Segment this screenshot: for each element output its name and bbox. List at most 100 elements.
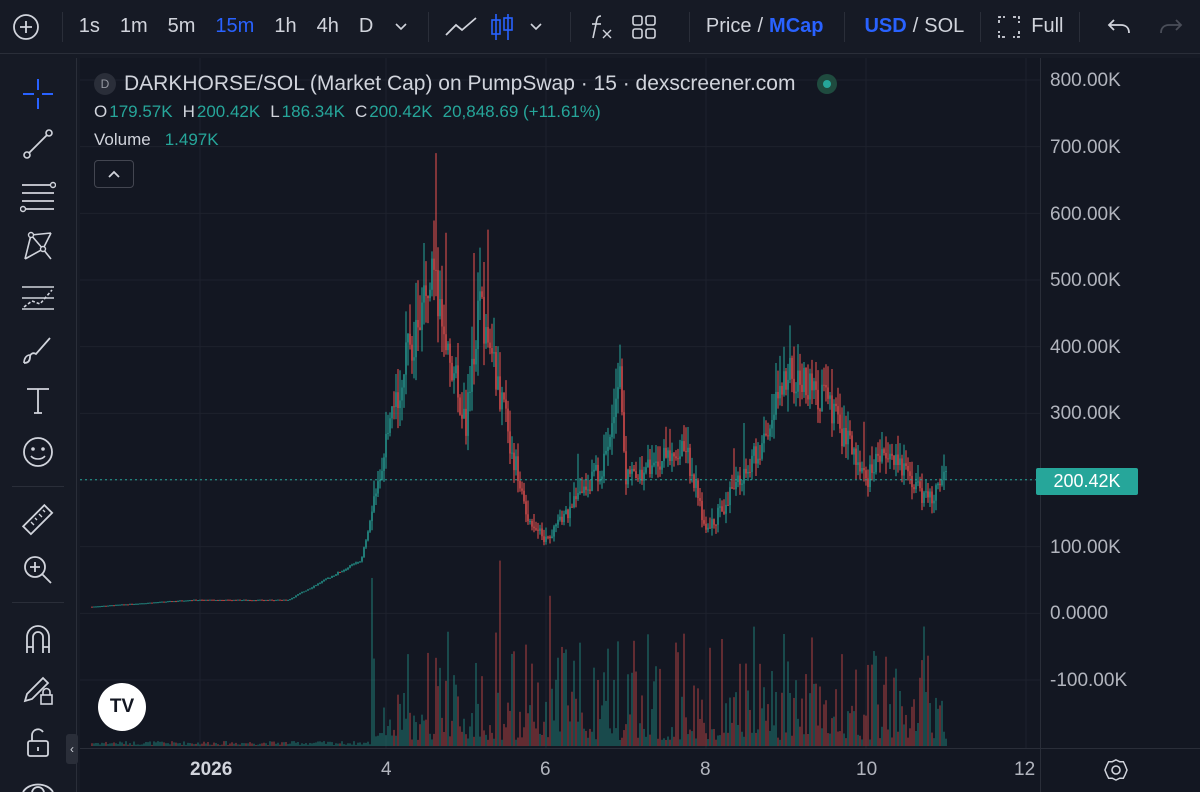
candle-body — [669, 450, 671, 461]
emoji-tool[interactable] — [14, 430, 62, 474]
brush-tool[interactable] — [14, 328, 62, 372]
fib-tool[interactable] — [14, 174, 62, 218]
measure-tool[interactable] — [14, 498, 62, 542]
interval-4h[interactable]: 4h — [316, 15, 339, 37]
symbol-title[interactable]: DARKHORSE/SOL (Market Cap) on PumpSwap ·… — [124, 72, 796, 95]
candle-body — [265, 599, 267, 601]
trend-line-tool[interactable] — [14, 122, 62, 166]
magnet-icon — [26, 625, 50, 653]
interval-d[interactable]: D — [358, 15, 374, 37]
volume-bar — [627, 674, 629, 746]
volume-bar — [265, 743, 267, 746]
volume-bar — [647, 634, 649, 746]
volume-bar — [599, 719, 601, 746]
currency-toggle[interactable]: USD / SOL — [864, 0, 964, 54]
interval-15m[interactable]: 15m — [215, 15, 255, 37]
volume-bar — [419, 724, 421, 746]
volume-bar — [607, 648, 609, 746]
volume-bar — [769, 730, 771, 746]
line-chart-type-button[interactable] — [439, 0, 485, 54]
unlock-tool[interactable] — [14, 720, 62, 764]
candle-body — [461, 414, 463, 419]
volume-bar — [193, 744, 195, 746]
text-tool[interactable] — [14, 378, 62, 422]
fullscreen-icon — [998, 15, 1021, 38]
low-value: 186.34K — [281, 102, 346, 121]
volume-bar — [159, 741, 161, 746]
candle-body — [427, 295, 429, 299]
pencil-lock-icon — [23, 676, 53, 705]
candle-body — [257, 599, 259, 601]
chart-settings-button[interactable] — [1102, 756, 1130, 784]
volume-bar — [389, 719, 391, 746]
chart-type-dropdown-button[interactable] — [519, 0, 554, 54]
chart-canvas[interactable] — [80, 58, 1040, 748]
candle-body — [851, 435, 853, 455]
candle-body — [901, 458, 903, 476]
volume-bar — [937, 708, 939, 746]
legend-collapse-button[interactable] — [94, 160, 134, 188]
volume-bar — [787, 661, 789, 746]
candle-body — [337, 571, 339, 575]
crosshair-tool[interactable] — [14, 72, 62, 116]
candle-body — [377, 481, 379, 494]
interval-1h[interactable]: 1h — [274, 15, 297, 37]
zoom-in-icon — [24, 556, 52, 584]
volume-bar — [727, 732, 729, 746]
candle-body — [805, 367, 807, 396]
collapse-toolbar-button[interactable]: ‹ — [66, 734, 78, 764]
indicators-button[interactable] — [587, 0, 616, 54]
price-mcap-toggle[interactable]: Price / MCap — [706, 0, 824, 54]
candle-body — [755, 446, 757, 464]
candle-body — [379, 480, 381, 482]
candle-body — [287, 599, 289, 601]
fullscreen-button[interactable]: Full — [997, 0, 1063, 54]
volume-bar — [695, 738, 697, 746]
usd-option[interactable]: USD — [864, 15, 907, 37]
live-status-dot — [817, 74, 838, 94]
redo-button[interactable] — [1142, 0, 1200, 54]
add-symbol-button[interactable] — [0, 0, 52, 54]
toolbar-divider — [569, 11, 571, 42]
interval-1m[interactable]: 1m — [119, 15, 148, 37]
volume-bar — [375, 736, 377, 746]
forecast-tool[interactable] — [14, 276, 62, 320]
interval-dropdown-button[interactable] — [383, 0, 418, 54]
volume-bar — [145, 741, 147, 746]
hide-drawings-tool[interactable] — [14, 768, 62, 792]
candle-chart-type-button[interactable] — [485, 0, 520, 54]
lock-drawings-tool[interactable] — [14, 668, 62, 712]
time-scale[interactable] — [80, 748, 1040, 792]
volume-bar — [327, 741, 329, 746]
candle-body — [321, 581, 323, 583]
magnet-tool[interactable] — [14, 618, 62, 662]
interval-5m[interactable]: 5m — [167, 15, 196, 37]
layouts-button[interactable] — [615, 0, 673, 54]
candle-body — [237, 599, 239, 601]
volume-bar — [519, 711, 521, 746]
volume-bar — [171, 741, 173, 746]
volume-bar — [869, 739, 871, 746]
mcap-option[interactable]: MCap — [769, 15, 824, 37]
tradingview-logo[interactable]: TV — [98, 683, 146, 731]
candle-body — [859, 462, 861, 472]
pattern-tool[interactable] — [14, 224, 62, 268]
volume-bar — [501, 739, 503, 746]
volume-bar — [97, 743, 99, 746]
candle-body — [577, 493, 579, 500]
volume-bar — [575, 698, 577, 746]
sol-option[interactable]: SOL — [924, 15, 965, 37]
candle-body — [563, 513, 565, 523]
volume-bar — [703, 722, 705, 746]
zoom-in-tool[interactable] — [14, 548, 62, 592]
price-scale[interactable] — [1040, 58, 1200, 748]
candle-body — [203, 599, 205, 601]
volume-bar — [361, 744, 363, 746]
price-option[interactable]: Price — [705, 15, 752, 37]
chart-pane[interactable] — [80, 58, 1040, 748]
candle-body — [217, 599, 219, 601]
interval-1s[interactable]: 1s — [78, 15, 100, 37]
candle-body — [573, 496, 575, 508]
volume-bar — [107, 744, 109, 746]
undo-button[interactable] — [1096, 0, 1142, 54]
